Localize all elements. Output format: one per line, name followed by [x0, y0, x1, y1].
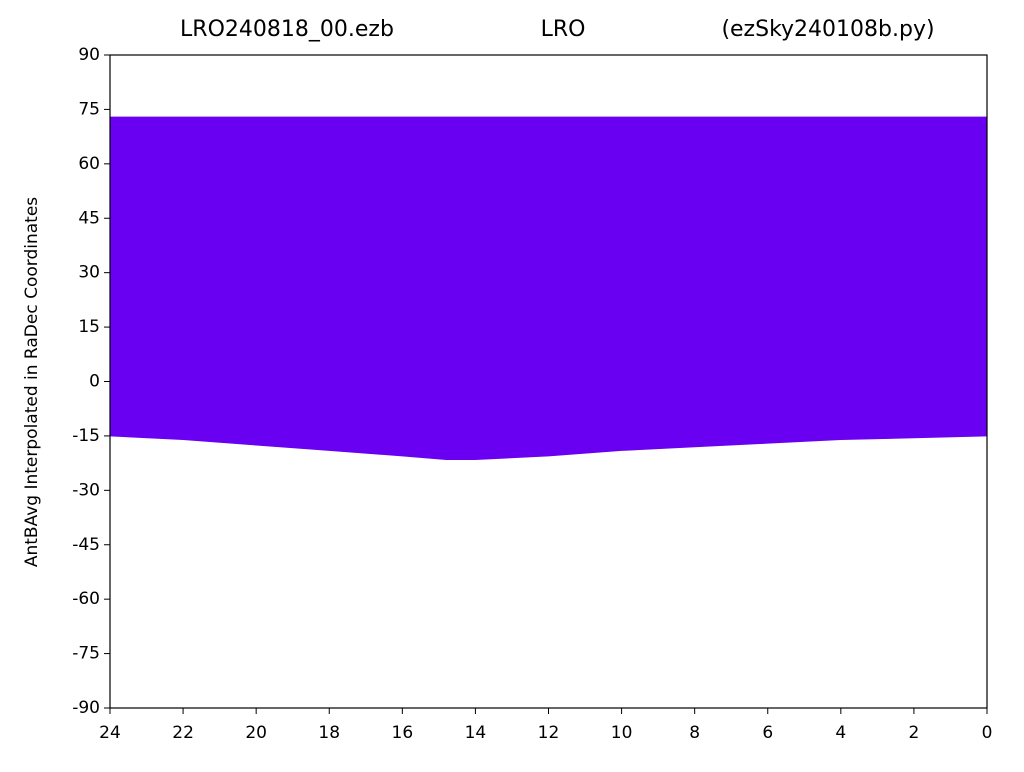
x-tick-label: 18 — [318, 723, 340, 743]
chart-title: LRO240818_00.ezb — [180, 17, 394, 42]
chart-title: LRO — [541, 17, 586, 42]
x-tick-label: 14 — [465, 723, 487, 743]
x-tick-label: 24 — [99, 723, 121, 743]
y-tick-label: 30 — [78, 263, 100, 283]
y-tick-label: -90 — [72, 698, 100, 718]
x-tick-label: 4 — [835, 723, 846, 743]
x-tick-label: 12 — [538, 723, 560, 743]
y-tick-label: -75 — [72, 644, 100, 664]
y-axis-label: AntBAvg Interpolated in RaDec Coordinate… — [22, 197, 42, 567]
x-tick-label: 20 — [245, 723, 267, 743]
area-lower-edge — [109, 435, 988, 460]
y-tick-label: 15 — [78, 317, 100, 337]
x-tick-label: 6 — [762, 723, 773, 743]
y-tick-label: 75 — [78, 99, 100, 119]
y-tick-label: 90 — [78, 45, 100, 65]
x-tick-label: 22 — [172, 723, 194, 743]
y-tick-label: -45 — [72, 535, 100, 555]
x-tick-label: 8 — [689, 723, 700, 743]
y-tick-label: -30 — [72, 480, 100, 500]
y-tick-label: 45 — [78, 208, 100, 228]
x-tick-label: 2 — [909, 723, 920, 743]
x-tick-label: 10 — [611, 723, 633, 743]
x-tick-label: 16 — [392, 723, 414, 743]
y-tick-label: -60 — [72, 589, 100, 609]
y-tick-label: 0 — [89, 372, 100, 392]
y-tick-label: -15 — [72, 426, 100, 446]
y-tick-label: 60 — [78, 154, 100, 174]
area-fill — [110, 116, 987, 460]
chart-title: (ezSky240108b.py) — [721, 17, 934, 42]
x-tick-label: 0 — [982, 723, 993, 743]
